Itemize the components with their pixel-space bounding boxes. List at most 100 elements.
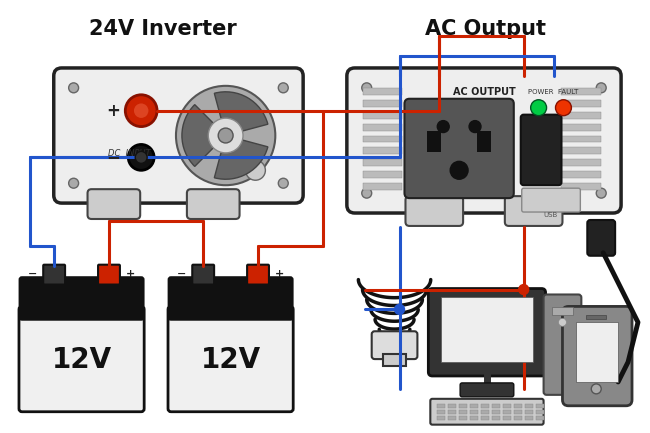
Bar — [363, 88, 402, 95]
FancyBboxPatch shape — [521, 115, 562, 185]
Text: +: + — [126, 268, 135, 278]
Bar — [470, 404, 478, 408]
Text: 12V: 12V — [51, 346, 112, 374]
Bar — [437, 416, 445, 420]
FancyBboxPatch shape — [404, 99, 514, 198]
Bar — [536, 416, 543, 420]
Bar — [481, 404, 489, 408]
Bar — [562, 136, 601, 142]
Bar — [562, 123, 601, 131]
Bar — [514, 404, 522, 408]
Circle shape — [133, 103, 149, 119]
Text: USB: USB — [543, 212, 558, 218]
Bar — [586, 315, 606, 319]
Bar — [492, 404, 500, 408]
Bar — [552, 307, 573, 315]
FancyBboxPatch shape — [19, 307, 144, 412]
FancyBboxPatch shape — [372, 331, 417, 359]
Circle shape — [246, 160, 265, 180]
Wedge shape — [214, 136, 268, 179]
Text: 24V Inverter: 24V Inverter — [89, 19, 237, 39]
Bar — [363, 159, 402, 166]
FancyBboxPatch shape — [588, 220, 615, 256]
FancyBboxPatch shape — [406, 196, 463, 226]
Bar — [562, 183, 601, 190]
Circle shape — [278, 83, 288, 93]
Wedge shape — [214, 92, 268, 136]
Text: −: − — [107, 149, 120, 166]
Circle shape — [125, 95, 157, 126]
Bar — [536, 404, 543, 408]
FancyBboxPatch shape — [562, 307, 632, 406]
Bar — [536, 410, 543, 414]
Bar — [459, 410, 467, 414]
Text: POWER  FAULT: POWER FAULT — [528, 89, 578, 95]
Circle shape — [469, 121, 481, 132]
Bar — [470, 410, 478, 414]
Circle shape — [278, 178, 288, 188]
Bar — [448, 404, 456, 408]
Bar — [503, 404, 511, 408]
Bar — [577, 322, 618, 382]
FancyBboxPatch shape — [168, 307, 293, 412]
Bar — [470, 416, 478, 420]
Bar — [503, 410, 511, 414]
Bar — [514, 416, 522, 420]
Circle shape — [128, 145, 154, 170]
Bar — [448, 416, 456, 420]
FancyBboxPatch shape — [428, 288, 545, 376]
Circle shape — [362, 83, 372, 93]
Text: 12V: 12V — [201, 346, 261, 374]
Bar — [383, 354, 406, 366]
Bar — [525, 416, 532, 420]
Text: +: + — [275, 268, 285, 278]
Bar — [427, 131, 441, 152]
Text: AC Output: AC Output — [426, 19, 547, 39]
Circle shape — [596, 188, 606, 198]
Bar — [562, 159, 601, 166]
Circle shape — [69, 178, 79, 188]
Wedge shape — [182, 105, 226, 166]
Circle shape — [556, 100, 571, 116]
FancyBboxPatch shape — [169, 278, 292, 319]
Bar — [363, 171, 402, 178]
Bar — [448, 410, 456, 414]
Text: DC  INPUT: DC INPUT — [108, 149, 151, 158]
Circle shape — [530, 100, 547, 116]
Circle shape — [208, 118, 243, 153]
Bar — [437, 404, 445, 408]
Circle shape — [437, 121, 449, 132]
FancyBboxPatch shape — [20, 278, 143, 319]
Circle shape — [519, 284, 528, 294]
FancyBboxPatch shape — [88, 189, 140, 219]
Bar — [481, 410, 489, 414]
Bar — [437, 410, 445, 414]
Bar — [459, 404, 467, 408]
Bar — [363, 148, 402, 155]
Bar — [525, 404, 532, 408]
Bar — [363, 136, 402, 142]
FancyBboxPatch shape — [54, 68, 303, 203]
FancyBboxPatch shape — [187, 189, 240, 219]
Circle shape — [135, 152, 147, 163]
Bar — [459, 416, 467, 420]
Circle shape — [362, 188, 372, 198]
Circle shape — [558, 318, 566, 326]
Text: −: − — [177, 268, 186, 278]
Circle shape — [596, 83, 606, 93]
Bar — [562, 88, 601, 95]
Text: I: I — [539, 130, 543, 141]
Text: −: − — [27, 268, 37, 278]
Bar — [492, 416, 500, 420]
Circle shape — [69, 83, 79, 93]
Bar — [562, 171, 601, 178]
Bar — [363, 112, 402, 119]
Bar — [562, 112, 601, 119]
Bar — [363, 123, 402, 131]
FancyBboxPatch shape — [247, 265, 269, 284]
Circle shape — [450, 162, 468, 179]
Bar — [363, 183, 402, 190]
FancyBboxPatch shape — [43, 265, 65, 284]
Bar — [441, 297, 532, 362]
Bar — [477, 131, 491, 152]
